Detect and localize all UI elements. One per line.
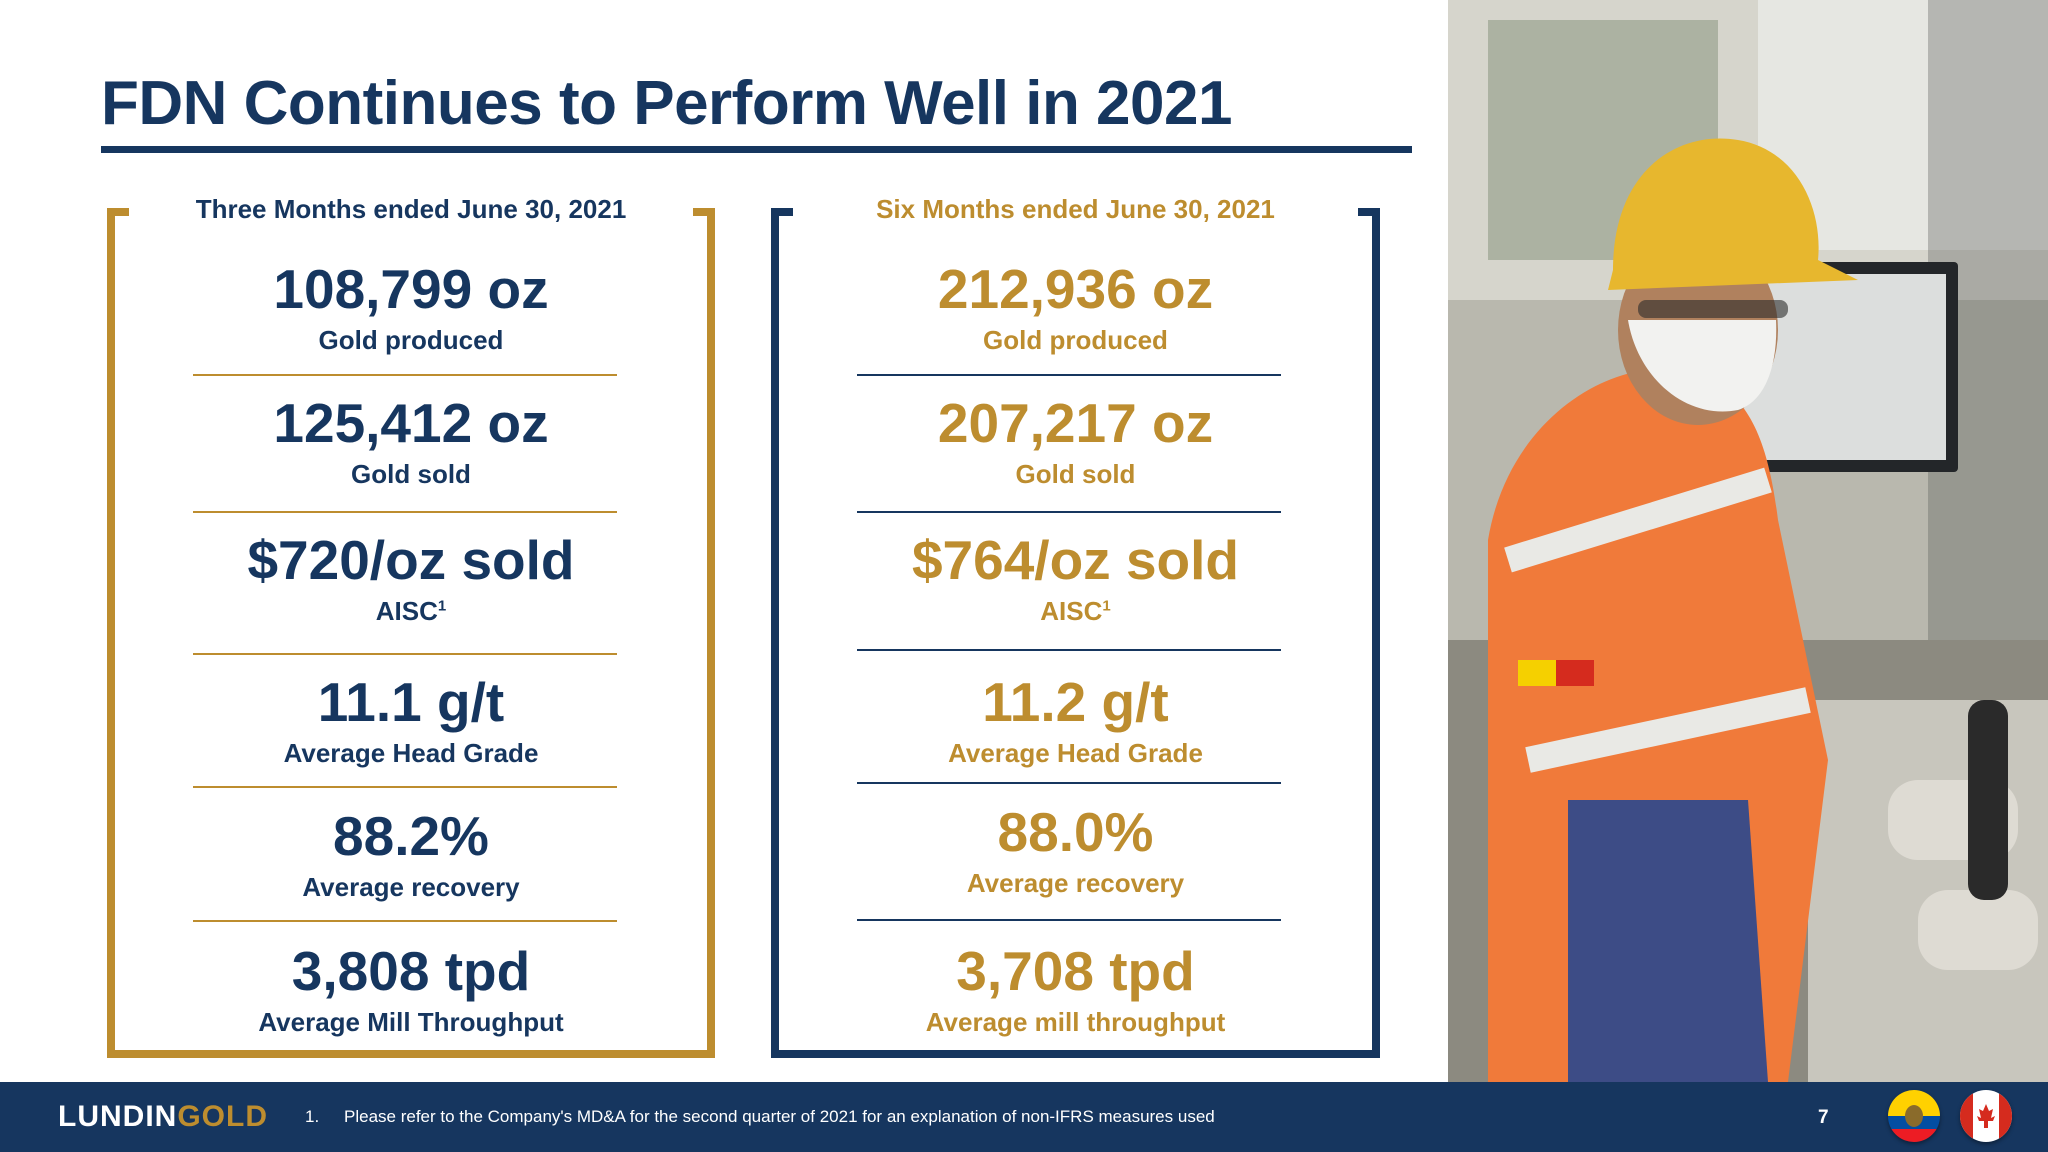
period-heading: Three Months ended June 30, 2021 [195, 194, 627, 224]
metric-value: 11.1 g/t [317, 671, 505, 733]
metric-mill-throughput: 3,808 tpd Average Mill Throughput [115, 940, 707, 1038]
metric-label: Average Mill Throughput [258, 1007, 564, 1037]
footnote-text: Please refer to the Company's MD&A for t… [344, 1107, 1215, 1126]
metric-head-grade: 11.1 g/t Average Head Grade [115, 671, 707, 769]
lundin-gold-logo: LUNDINGOLD [58, 1100, 268, 1134]
footer-bar: LUNDINGOLD 1. Please refer to the Compan… [0, 1082, 2048, 1152]
metric-divider [193, 786, 617, 788]
metric-gold-produced: 212,936 oz Gold produced [779, 258, 1372, 356]
metric-divider [857, 511, 1281, 513]
metric-value: 212,936 oz [937, 258, 1214, 320]
footnote-marker: 1 [437, 597, 447, 615]
title-underline [101, 146, 1412, 153]
metric-label: Gold produced [318, 325, 504, 355]
worker-illustration [1448, 0, 2048, 1082]
metric-value: 207,217 oz [937, 392, 1214, 454]
metric-gold-sold: 207,217 oz Gold sold [779, 392, 1372, 490]
bracket-cap-left [115, 208, 129, 216]
metric-divider [193, 374, 617, 376]
metric-label: Average Head Grade [948, 738, 1203, 768]
metric-recovery: 88.0% Average recovery [779, 801, 1372, 899]
metric-label: Average recovery [302, 872, 520, 902]
metric-divider [857, 782, 1281, 784]
bracket-cap-right [693, 208, 707, 216]
metric-divider [193, 653, 617, 655]
metric-divider [857, 374, 1281, 376]
page-title: FDN Continues to Perform Well in 2021 [101, 69, 1232, 138]
three-months-panel: Three Months ended June 30, 2021 108,799… [107, 194, 715, 1058]
metric-value: 88.0% [997, 801, 1154, 863]
metric-head-grade: 11.2 g/t Average Head Grade [779, 671, 1372, 769]
metric-label: Gold sold [351, 459, 471, 489]
metric-label: AISC1 [779, 595, 1372, 627]
canada-flag-icon [1960, 1090, 2012, 1142]
metric-value: 125,412 oz [273, 392, 549, 454]
page-number: 7 [1818, 1107, 1829, 1128]
bracket-cap-right [1358, 208, 1372, 216]
metric-value: $764/oz sold [911, 529, 1240, 591]
metric-label: Gold sold [1015, 459, 1136, 489]
six-months-panel: Six Months ended June 30, 2021 212,936 o… [771, 194, 1380, 1058]
ecuador-flag-icon [1888, 1090, 1940, 1142]
worker-photo [1448, 0, 2048, 1082]
metric-aisc: $764/oz sold AISC1 [779, 529, 1372, 627]
aisc-text: AISC [1040, 596, 1103, 626]
metric-gold-sold: 125,412 oz Gold sold [115, 392, 707, 490]
aisc-text: AISC [375, 596, 438, 626]
metric-recovery: 88.2% Average recovery [115, 805, 707, 903]
metric-value: $720/oz sold [247, 529, 575, 591]
metric-mill-throughput: 3,708 tpd Average mill throughput [779, 940, 1372, 1038]
metric-gold-produced: 108,799 oz Gold produced [115, 258, 707, 356]
metric-divider [193, 920, 617, 922]
logo-part-gold: GOLD [177, 1100, 268, 1133]
metric-label: AISC1 [115, 595, 707, 627]
metric-aisc: $720/oz sold AISC1 [115, 529, 707, 627]
metric-label: Average recovery [966, 868, 1185, 898]
metric-value: 3,708 tpd [956, 940, 1195, 1002]
footnote-marker: 1 [1102, 597, 1111, 615]
footnote-number: 1. [305, 1107, 320, 1126]
metric-value: 108,799 oz [273, 258, 549, 320]
metric-divider [857, 649, 1281, 651]
metric-value: 11.2 g/t [982, 671, 1169, 733]
metric-value: 88.2% [333, 805, 489, 867]
metric-value: 3,808 tpd [291, 940, 531, 1002]
metric-divider [193, 511, 617, 513]
metric-label: Average mill throughput [925, 1007, 1226, 1037]
metric-divider [857, 919, 1281, 921]
metric-label: Gold produced [983, 325, 1168, 355]
metric-label: Average Head Grade [283, 738, 539, 768]
period-heading: Six Months ended June 30, 2021 [876, 194, 1275, 224]
logo-part-lundin: LUNDIN [58, 1100, 178, 1133]
bracket-cap-left [779, 208, 793, 216]
